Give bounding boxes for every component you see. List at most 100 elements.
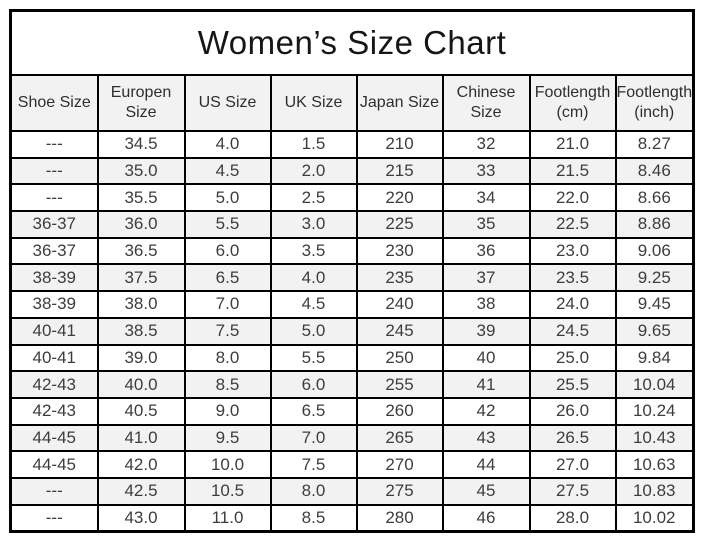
table-cell: 235 <box>355 263 444 293</box>
page-title: Women’s Size Chart <box>9 9 695 76</box>
table-cell: 42 <box>441 396 531 426</box>
table-cell: 10.5 <box>183 476 272 506</box>
table-cell: 9.06 <box>614 236 695 266</box>
table-cell: 9.65 <box>614 316 695 346</box>
table-cell: 38-39 <box>9 263 99 293</box>
table-cell: 2.5 <box>269 183 358 213</box>
table-cell: 275 <box>355 476 444 506</box>
table-cell: 10.24 <box>614 396 695 426</box>
header-row: Shoe Size Europen Size US Size UK Size Japan… <box>9 74 695 132</box>
table-cell: 10.02 <box>614 503 695 533</box>
table-cell: 37.5 <box>96 263 186 293</box>
table-cell: 9.25 <box>614 263 695 293</box>
table-cell: 34.5 <box>96 130 186 159</box>
table-cell: 43 <box>441 423 531 453</box>
table-cell: 36.5 <box>96 236 186 266</box>
table-cell: 26.0 <box>528 396 617 426</box>
table-row: 38-39 37.5 6.5 4.0 235 37 23.5 9.25 <box>9 263 695 293</box>
table-cell: 1.5 <box>269 130 358 159</box>
table-cell: 33 <box>441 156 531 186</box>
column-header-shoe-size: Shoe Size <box>9 74 99 132</box>
table-cell: 10.43 <box>614 423 695 453</box>
table-cell: 40 <box>441 343 531 373</box>
table-cell: 270 <box>355 450 444 479</box>
column-header-uk-size: UK Size <box>269 74 358 132</box>
table-cell: 40-41 <box>9 316 99 346</box>
table-cell: 40-41 <box>9 343 99 373</box>
table-cell: 9.45 <box>614 290 695 319</box>
table-cell: 26.5 <box>528 423 617 453</box>
table-cell: 42.0 <box>96 450 186 479</box>
table-cell: 7.0 <box>183 290 272 319</box>
table-cell: 25.5 <box>528 370 617 399</box>
table-row: 40-41 39.0 8.0 5.5 250 40 25.0 9.84 <box>9 343 695 373</box>
table-cell: 10.04 <box>614 370 695 399</box>
table-cell: 5.5 <box>269 343 358 373</box>
table-cell: 35.0 <box>96 156 186 186</box>
table-cell: 8.27 <box>614 130 695 159</box>
table-cell: 8.5 <box>269 503 358 533</box>
table-cell: 6.0 <box>269 370 358 399</box>
column-header-footlength-cm: Footlength (cm) <box>528 74 617 132</box>
table-cell: 24.0 <box>528 290 617 319</box>
table-cell: 27.5 <box>528 476 617 506</box>
table-cell: 9.84 <box>614 343 695 373</box>
table-head: Women’s Size Chart Shoe Size Europen Size… <box>9 9 695 132</box>
table-cell: 41.0 <box>96 423 186 453</box>
table-cell: 42-43 <box>9 396 99 426</box>
table-cell: 23.5 <box>528 263 617 293</box>
column-header-japan-size: Japan Size <box>355 74 444 132</box>
table-row: 40-41 38.5 7.5 5.0 245 39 24.5 9.65 <box>9 316 695 346</box>
table-cell: --- <box>9 503 99 533</box>
table-cell: 42.5 <box>96 476 186 506</box>
table-cell: 35 <box>441 210 531 239</box>
table-cell: 24.5 <box>528 316 617 346</box>
table-row: 36-37 36.5 6.0 3.5 230 36 23.0 9.06 <box>9 236 695 266</box>
table-cell: 4.5 <box>269 290 358 319</box>
table-cell: --- <box>9 156 99 186</box>
table-cell: 4.0 <box>183 130 272 159</box>
table-cell: 7.5 <box>183 316 272 346</box>
table-cell: 28.0 <box>528 503 617 533</box>
table-cell: 39 <box>441 316 531 346</box>
table-cell: 7.0 <box>269 423 358 453</box>
table-body: --- 34.5 4.0 1.5 210 32 21.0 8.27 --- 35.0 4.5 2.0 2… <box>9 130 695 533</box>
table-cell: 44-45 <box>9 450 99 479</box>
table-cell: 34 <box>441 183 531 213</box>
table-cell: 10.83 <box>614 476 695 506</box>
table-cell: 40.5 <box>96 396 186 426</box>
table-cell: 5.5 <box>183 210 272 239</box>
table-cell: 265 <box>355 423 444 453</box>
table-row: 36-37 36.0 5.5 3.0 225 35 22.5 8.86 <box>9 210 695 239</box>
table-cell: 21.0 <box>528 130 617 159</box>
table-cell: 215 <box>355 156 444 186</box>
table-cell: 240 <box>355 290 444 319</box>
table-cell: 8.0 <box>183 343 272 373</box>
table-cell: 9.0 <box>183 396 272 426</box>
table-cell: 21.5 <box>528 156 617 186</box>
table-cell: 6.5 <box>183 263 272 293</box>
size-chart-table: Women’s Size Chart Shoe Size Europen Size… <box>9 9 695 533</box>
table-row: --- 43.0 11.0 8.5 280 46 28.0 10.02 <box>9 503 695 533</box>
table-cell: 6.5 <box>269 396 358 426</box>
column-header-europen-size: Europen Size <box>96 74 186 132</box>
table-row: 44-45 41.0 9.5 7.0 265 43 26.5 10.43 <box>9 423 695 453</box>
table-cell: 245 <box>355 316 444 346</box>
table-cell: 25.0 <box>528 343 617 373</box>
table-row: 42-43 40.0 8.5 6.0 255 41 25.5 10.04 <box>9 370 695 399</box>
table-cell: 32 <box>441 130 531 159</box>
table-cell: 8.86 <box>614 210 695 239</box>
table-cell: 39.0 <box>96 343 186 373</box>
table-cell: 41 <box>441 370 531 399</box>
table-cell: 5.0 <box>269 316 358 346</box>
table-cell: 35.5 <box>96 183 186 213</box>
table-cell: 210 <box>355 130 444 159</box>
table-cell: 2.0 <box>269 156 358 186</box>
table-row: --- 42.5 10.5 8.0 275 45 27.5 10.83 <box>9 476 695 506</box>
table-cell: 4.5 <box>183 156 272 186</box>
table-cell: 4.0 <box>269 263 358 293</box>
table-cell: 45 <box>441 476 531 506</box>
table-cell: 23.0 <box>528 236 617 266</box>
table-cell: 46 <box>441 503 531 533</box>
table-cell: 7.5 <box>269 450 358 479</box>
